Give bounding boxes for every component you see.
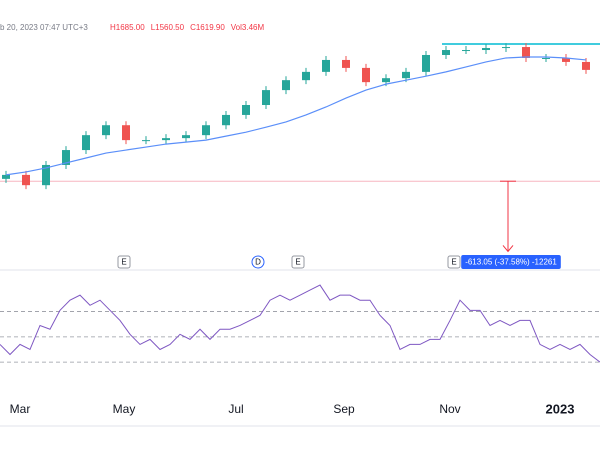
header-field: L1560.50 <box>151 23 185 32</box>
candle-body <box>502 47 510 49</box>
x-tick-label: 2023 <box>546 401 575 416</box>
x-tick-label: Sep <box>333 402 355 416</box>
rsi-line <box>0 284 600 363</box>
event-label: E <box>121 258 126 267</box>
header-date: b 20, 2023 07:47 UTC+3 <box>0 23 88 32</box>
candle-body <box>82 135 90 151</box>
candle-body <box>202 125 210 136</box>
event-label: D <box>255 258 261 267</box>
measure-head <box>502 245 514 253</box>
candle-body <box>282 80 290 91</box>
candle-body <box>462 50 470 52</box>
candle-body <box>62 150 70 165</box>
candle-body <box>342 59 350 68</box>
event-marker <box>117 255 131 269</box>
header-field: Vol3.46M <box>231 23 265 32</box>
event-marker <box>447 255 461 269</box>
candle-body <box>382 78 390 83</box>
candle-body <box>162 138 170 141</box>
candle-body <box>222 114 230 126</box>
candle-body <box>362 67 370 83</box>
candle-body <box>122 125 130 141</box>
candle-body <box>582 61 590 70</box>
candle-body <box>182 135 190 139</box>
candle-body <box>562 57 570 62</box>
x-tick-label: Mar <box>10 402 31 416</box>
candle-body <box>242 105 250 115</box>
candle-body <box>482 48 490 51</box>
candle-body <box>262 90 270 106</box>
candle-body <box>522 47 530 58</box>
candle-body <box>142 140 150 142</box>
x-tick-label: Jul <box>228 402 243 416</box>
header-field: C1619.90 <box>190 23 225 32</box>
moving-average <box>5 56 587 176</box>
header-field: H1685.00 <box>110 23 145 32</box>
candle-body <box>402 71 410 79</box>
measure-label-box <box>461 255 561 269</box>
candle-body <box>542 57 550 59</box>
candle-body <box>442 50 450 55</box>
event-label: E <box>451 258 456 267</box>
candle-body <box>22 174 30 186</box>
candle-body <box>322 59 330 72</box>
event-label: E <box>295 258 300 267</box>
x-tick-label: May <box>113 402 136 416</box>
candle-body <box>302 71 310 81</box>
candle-body <box>102 125 110 136</box>
candle-body <box>422 54 430 72</box>
candle-body <box>42 164 50 186</box>
measure-label: -613.05 (-37.58%) -12261 <box>465 258 557 267</box>
event-marker <box>291 255 305 269</box>
candle-body <box>2 174 10 179</box>
x-tick-label: Nov <box>439 402 460 416</box>
event-marker <box>251 255 265 269</box>
